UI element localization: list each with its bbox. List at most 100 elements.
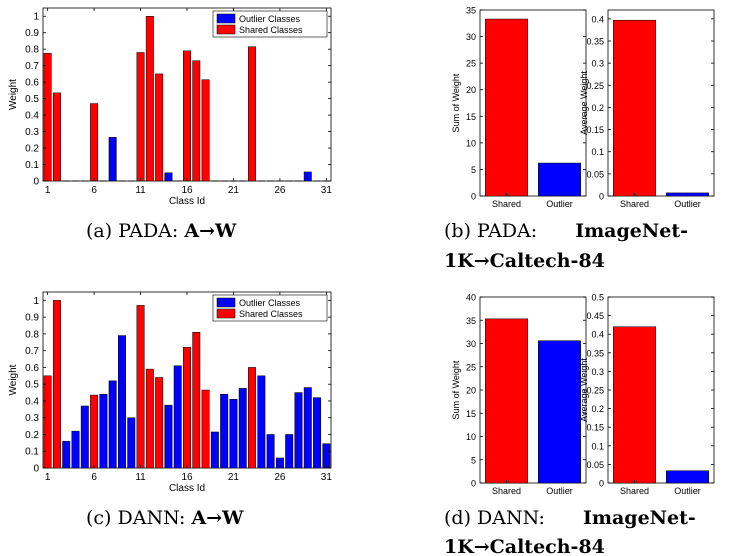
- bar: [99, 393, 108, 469]
- chart-d1: 0 5 10 15 20 25 30 35 40 Shared Outlier Sum of Weig…: [451, 293, 587, 496]
- bar: [52, 92, 61, 182]
- y-tick-label: 25: [466, 362, 476, 372]
- chart-b2: 0 0.05 0.1 0.15 0.2 0.25 0.3 0.35 0.4 Shared Outli…: [579, 9, 715, 209]
- x-tick-label: Shared: [620, 486, 649, 496]
- bar: [285, 434, 294, 469]
- y-tick-label: 0.6: [25, 78, 39, 89]
- bar: [538, 340, 581, 484]
- x-tick-label: 6: [91, 472, 97, 483]
- caption-prefix: (b) PADA:: [444, 220, 543, 242]
- x-tick-label: 11: [135, 472, 146, 483]
- y-tick-label: 30: [466, 32, 476, 42]
- bar: [485, 318, 528, 484]
- y-axis-label: Weight: [8, 79, 19, 110]
- legend-label: Outlier Classes: [239, 14, 301, 24]
- y-tick-label: 0.3: [591, 59, 604, 69]
- y-tick-label: 15: [466, 112, 476, 122]
- y-tick-label: 0.1: [591, 147, 604, 157]
- y-tick-label: 10: [466, 138, 476, 148]
- y-tick-label: 0.1: [25, 160, 39, 171]
- y-tick-label: 20: [466, 386, 476, 396]
- y-tick-label: 0.15: [586, 423, 604, 433]
- bar: [52, 300, 61, 469]
- y-axis-label: Average Weight: [579, 71, 589, 135]
- bar: [192, 331, 201, 469]
- caption-prefix: (d) DANN:: [444, 507, 551, 529]
- bar: [118, 335, 126, 469]
- y-tick-label: 35: [466, 6, 476, 16]
- y-tick-label: 40: [466, 293, 476, 303]
- legend-swatch: [216, 13, 236, 24]
- caption-bold: ImageNet-: [575, 220, 688, 242]
- y-tick-label: 0.7: [25, 61, 39, 72]
- y-tick-label: 0.8: [25, 329, 39, 340]
- y-tick-label: 5: [471, 165, 476, 175]
- x-tick-label: Outlier: [674, 486, 701, 496]
- bar: [90, 103, 99, 182]
- caption-line2-b1: 1K→Caltech-84: [444, 250, 605, 272]
- legend-swatch: [216, 24, 236, 35]
- bar: [201, 389, 210, 469]
- bar: [183, 50, 191, 182]
- chart-b1: 0 5 10 15 20 25 30 35 Shared Outlier Sum of Weight: [451, 6, 587, 209]
- legend-label: Shared Classes: [239, 309, 303, 319]
- legend-swatch: [216, 308, 236, 319]
- caption-prefix: (a) PADA:: [86, 220, 184, 242]
- bar: [145, 15, 154, 182]
- bar: [90, 394, 99, 469]
- bar: [266, 434, 275, 469]
- x-tick-label: 11: [135, 185, 146, 196]
- y-tick-label: 0.2: [25, 430, 39, 441]
- y-tick-label: 0.9: [25, 313, 39, 324]
- bar: [136, 305, 145, 469]
- chart-c: 00.10.20.30.40.50.60.70.80.911 6 11 16 21 26 3…: [8, 291, 332, 494]
- bar: [108, 137, 117, 182]
- caption-a: (a) PADA: A→W: [86, 220, 237, 242]
- y-tick-label: 0.4: [591, 330, 604, 340]
- x-tick-label: Outlier: [674, 199, 701, 209]
- y-tick-label: 0.2: [25, 144, 39, 155]
- y-tick-label: 0.3: [25, 413, 39, 424]
- bar: [155, 73, 164, 182]
- x-tick-label: 16: [181, 472, 193, 483]
- bar: [108, 380, 117, 469]
- y-tick-label: 0: [33, 464, 39, 475]
- y-tick-label: 0: [471, 479, 476, 489]
- caption-c: (c) DANN: A→W: [86, 507, 244, 529]
- y-tick-label: 0: [471, 192, 476, 202]
- bar: [43, 375, 52, 469]
- x-axis-label: Class Id: [169, 483, 205, 494]
- x-axis-label: Class Id: [169, 196, 205, 207]
- caption-prefix: (c) DANN:: [86, 507, 191, 529]
- bar: [485, 18, 528, 197]
- y-tick-label: 0.2: [591, 404, 604, 414]
- caption-bold: A→W: [190, 507, 244, 529]
- bar: [80, 405, 89, 469]
- y-tick-label: 0.5: [25, 94, 39, 105]
- bar: [71, 430, 80, 469]
- y-tick-label: 0.7: [25, 346, 39, 357]
- y-tick-label: 0.5: [25, 380, 39, 391]
- x-tick-label: 31: [321, 185, 333, 196]
- y-tick-label: 0.45: [586, 311, 604, 321]
- y-tick-label: 0.25: [586, 386, 604, 396]
- bar: [145, 368, 154, 469]
- bar: [613, 19, 656, 197]
- bar: [613, 326, 656, 484]
- bar: [136, 52, 145, 182]
- bar: [220, 393, 229, 469]
- chart-a: 00.10.20.30.40.50.60.70.80.911 6 11 16 21 26 3…: [8, 7, 333, 207]
- y-tick-label: 0.3: [591, 367, 604, 377]
- x-tick-label: Shared: [492, 486, 521, 496]
- y-tick-label: 0.4: [591, 14, 604, 24]
- y-tick-label: 0.8: [25, 45, 39, 56]
- y-tick-label: 0.3: [25, 127, 39, 138]
- y-axis-label: Average Weight: [579, 358, 589, 422]
- axes-frame: [607, 9, 715, 197]
- bar: [248, 46, 256, 182]
- x-tick-label: Outlier: [546, 486, 573, 496]
- y-tick-label: 0.5: [591, 293, 604, 303]
- bar: [183, 347, 191, 469]
- bar: [303, 387, 312, 469]
